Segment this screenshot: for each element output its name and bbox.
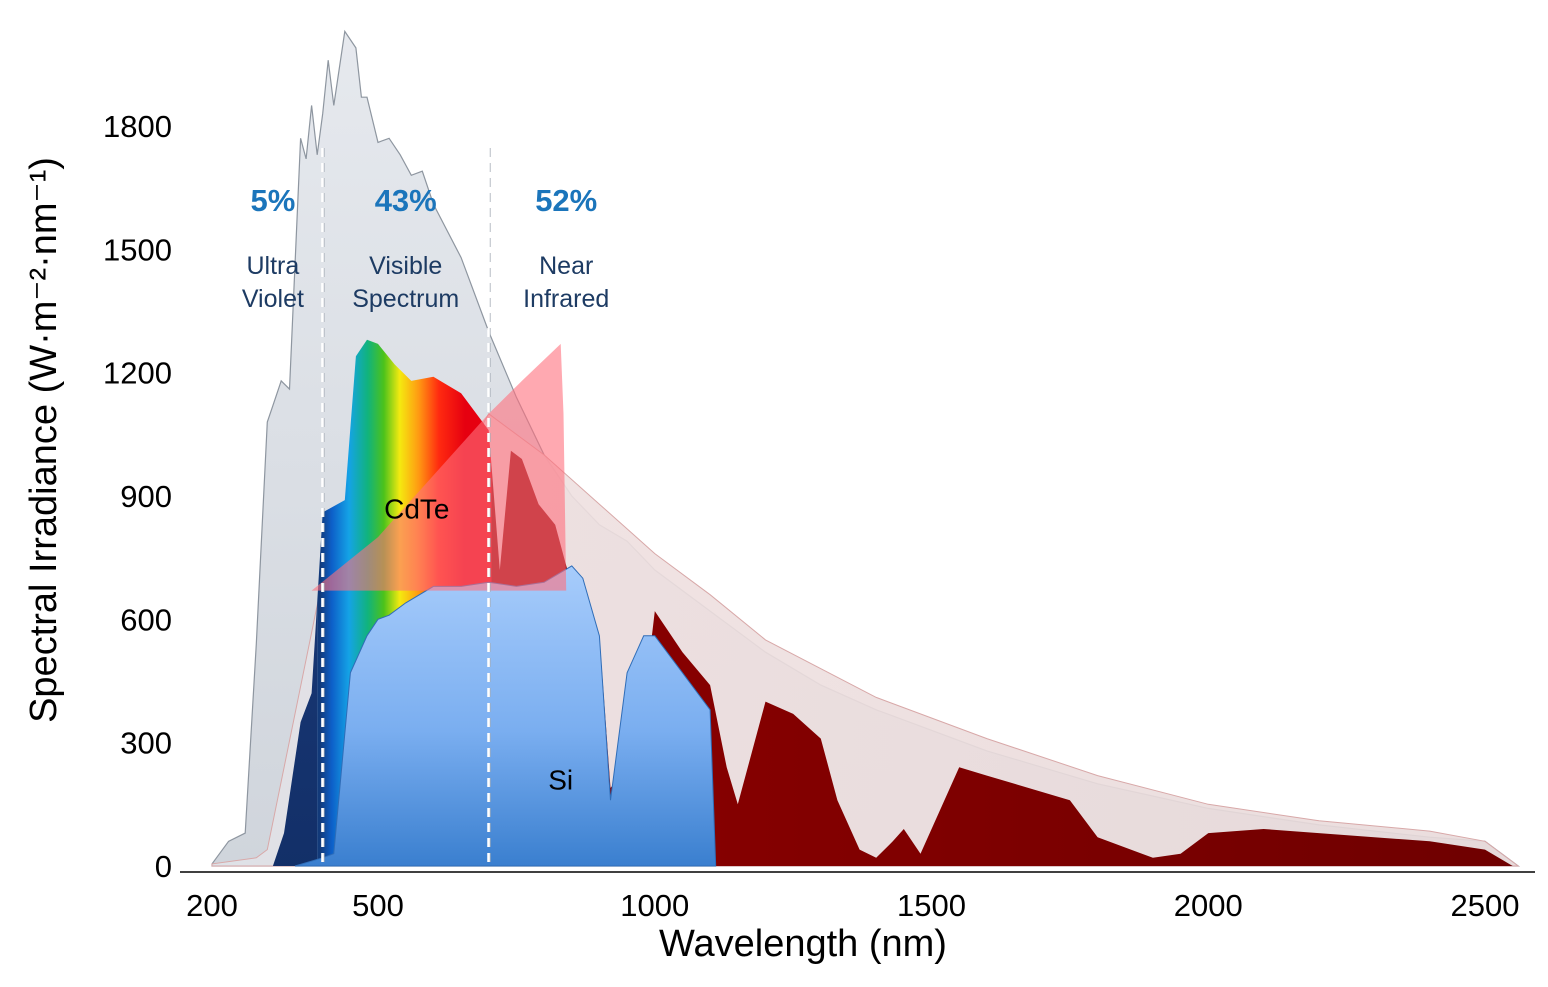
region-label-line2-2: Spectrum bbox=[352, 285, 459, 313]
x-tick-500: 500 bbox=[352, 888, 404, 923]
x-tick-1500: 1500 bbox=[897, 888, 966, 923]
material-label-cdte: CdTe bbox=[384, 493, 449, 524]
region-percent-2: 43% bbox=[375, 183, 437, 218]
series-cdte bbox=[311, 343, 567, 591]
y-tick-300: 300 bbox=[120, 726, 172, 761]
region-percent-1: 5% bbox=[250, 183, 295, 218]
labels: Wavelength (nm) Spectral Irradiance (W·m… bbox=[23, 157, 947, 965]
y-tick-600: 600 bbox=[120, 602, 172, 637]
region-label-line1-1: Ultra bbox=[246, 252, 299, 280]
y-tick-1500: 1500 bbox=[103, 232, 172, 267]
y-tick-1800: 1800 bbox=[103, 109, 172, 144]
x-tick-2500: 2500 bbox=[1451, 888, 1520, 923]
region-percent-3: 52% bbox=[535, 183, 597, 218]
region-label-line2-3: Infrared bbox=[523, 285, 609, 313]
region-label-line1-2: Visible bbox=[369, 252, 442, 280]
region-label-line1-3: Near bbox=[539, 252, 593, 280]
y-tick-900: 900 bbox=[120, 479, 172, 514]
x-tick-200: 200 bbox=[186, 888, 238, 923]
y-tick-0: 0 bbox=[155, 849, 172, 884]
y-axis-title: Spectral Irradiance (W·m⁻²·nm⁻¹) bbox=[23, 157, 65, 723]
region-label-line2-1: Violet bbox=[242, 285, 304, 313]
x-axis-title: Wavelength (nm) bbox=[659, 923, 947, 965]
y-tick-1200: 1200 bbox=[103, 356, 172, 391]
x-tick-2000: 2000 bbox=[1174, 888, 1243, 923]
material-label-si: Si bbox=[548, 765, 573, 796]
x-tick-1000: 1000 bbox=[620, 888, 689, 923]
axes: 0 300 600 900 1200 1500 1800 200 500 1000 1500 2000… bbox=[103, 109, 1535, 923]
